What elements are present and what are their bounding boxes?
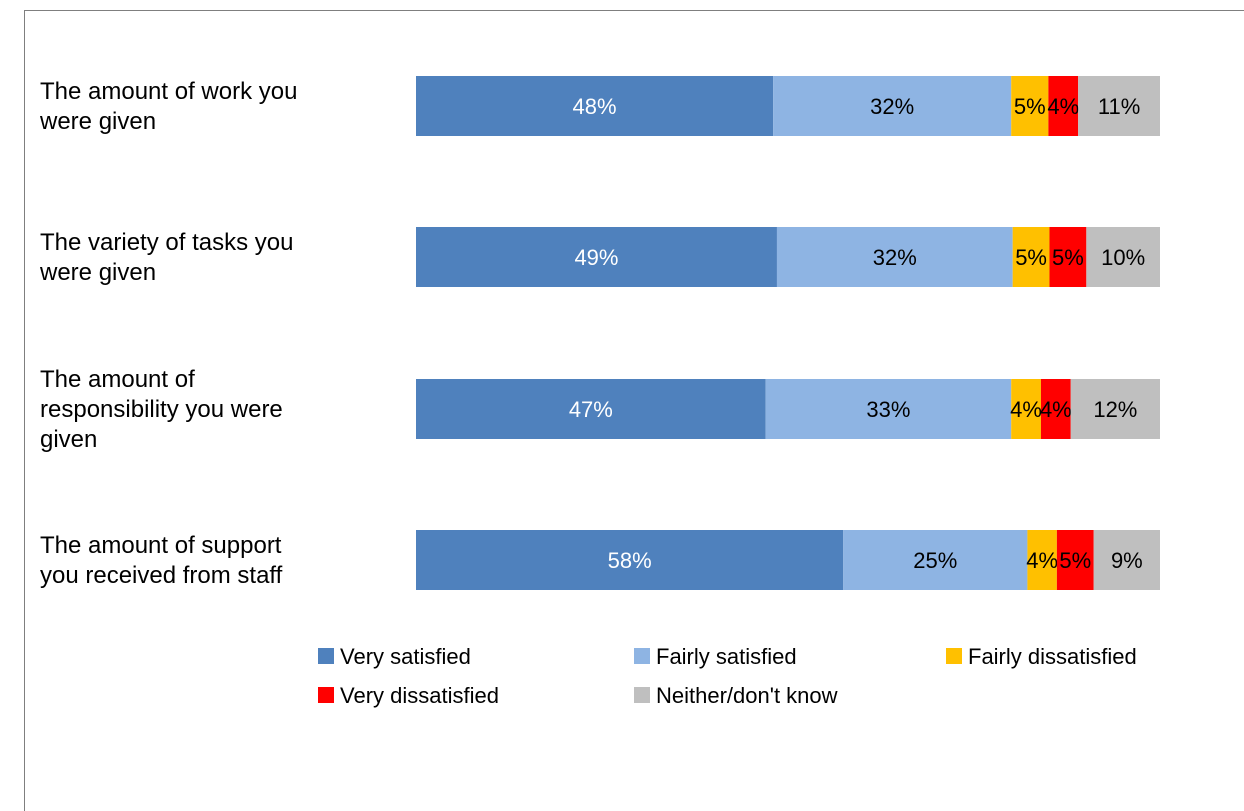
bar-segment	[1086, 227, 1160, 287]
data-label: 5%	[1014, 94, 1046, 119]
data-label: 5%	[1015, 245, 1047, 270]
data-label: 33%	[866, 397, 910, 422]
category-label-line: given	[40, 426, 97, 453]
bar-segment	[1011, 379, 1041, 439]
category-label-line: The amount of work you	[40, 78, 297, 105]
bar-segment	[765, 379, 1012, 439]
data-label: 25%	[913, 548, 957, 573]
category-label: The amount of responsibility you were give…	[40, 366, 283, 453]
category-label: The amount of support you received from s…	[40, 532, 283, 589]
category-label-line: The amount of support	[40, 532, 282, 559]
bar-segment	[1078, 76, 1160, 136]
data-label: 5%	[1059, 548, 1091, 573]
category-label-line: were given	[39, 259, 156, 286]
data-label: 48%	[573, 94, 617, 119]
bar-segment	[1070, 379, 1160, 439]
data-label: 5%	[1052, 245, 1084, 270]
data-label: 32%	[873, 245, 917, 270]
bar-segment	[416, 530, 844, 590]
bar-segment	[1011, 76, 1049, 136]
data-label: 4%	[1026, 548, 1058, 573]
data-label: 4%	[1010, 397, 1042, 422]
bar-segment	[1027, 530, 1057, 590]
data-label: 12%	[1093, 397, 1137, 422]
bar-segment	[843, 530, 1028, 590]
bars-layer: 48% 32% 5% 4% 11%49% 32% 5% 5% 10%47% 33% 4%4% 12%5…	[416, 76, 1160, 590]
chart-frame	[24, 10, 1244, 811]
legend-swatch	[318, 648, 334, 664]
bar-segment	[416, 227, 777, 287]
data-label: 58%	[608, 548, 652, 573]
legend-swatch	[318, 687, 334, 703]
category-label-line: you received from staff	[40, 562, 283, 589]
category-label-line: The variety of tasks you	[40, 229, 293, 256]
data-label: 49%	[574, 245, 618, 270]
bar-segment	[1056, 530, 1094, 590]
legend-label: Very satisfied	[340, 644, 471, 669]
data-label: 9%	[1111, 548, 1143, 573]
data-label: 11%	[1098, 94, 1140, 119]
legend-label: Fairly satisfied	[656, 644, 797, 669]
data-label: 47%	[569, 397, 613, 422]
legend: Very satisfied Fairly satisfied Fairly dis…	[318, 644, 1137, 708]
legend-swatch	[946, 648, 962, 664]
bar-segment	[773, 76, 1012, 136]
bar-segment	[1093, 530, 1160, 590]
category-label: The variety of tasks you were given	[39, 229, 293, 286]
legend-swatch	[634, 687, 650, 703]
category-label-line: The amount of	[40, 366, 195, 393]
legend-label: Fairly dissatisfied	[968, 644, 1137, 669]
bar-segment	[1049, 227, 1087, 287]
data-label: 4%	[1040, 397, 1072, 422]
legend-label: Neither/don't know	[656, 683, 838, 708]
category-label-line: responsibility you were	[40, 396, 283, 423]
legend-swatch	[634, 648, 650, 664]
legend-label: Very dissatisfied	[340, 683, 499, 708]
bar-segment	[776, 227, 1013, 287]
bar-segment	[416, 379, 766, 439]
bar-segment	[1048, 76, 1079, 136]
bar-segment	[1012, 227, 1050, 287]
data-label: 4%	[1047, 94, 1079, 119]
bar-segment	[416, 76, 774, 136]
bar-segment	[1040, 379, 1071, 439]
category-label: The amount of work you were given	[39, 78, 297, 135]
data-label: 10%	[1101, 245, 1145, 270]
category-label-line: were given	[39, 108, 156, 135]
data-label: 32%	[870, 94, 914, 119]
